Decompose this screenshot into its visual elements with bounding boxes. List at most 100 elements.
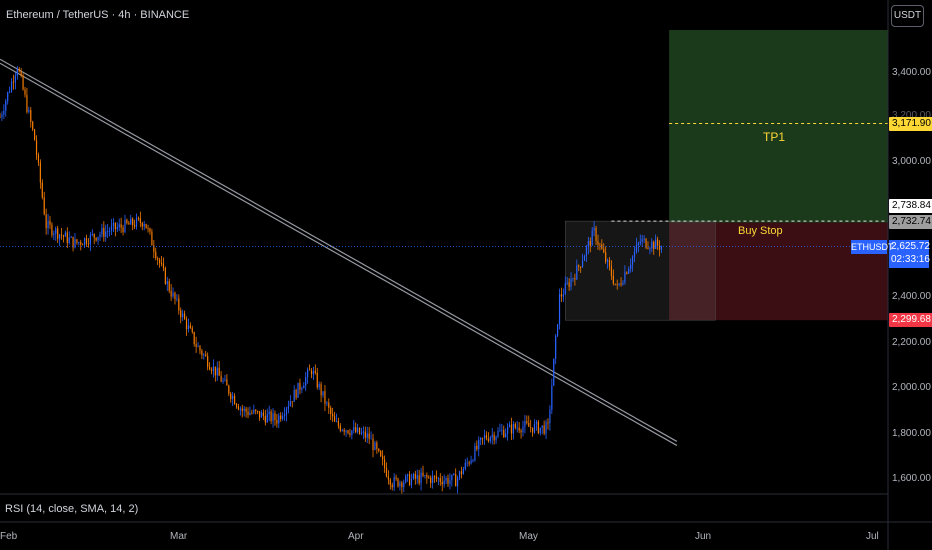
candle-body [178, 298, 180, 311]
candle-body [201, 350, 203, 356]
candle-body [237, 406, 240, 410]
candle-body [324, 391, 326, 404]
candle-body [568, 282, 570, 287]
candle-body [345, 430, 347, 432]
price-tick-1600: 1,600.00 [892, 473, 931, 484]
candle-body [656, 239, 659, 246]
rsi-indicator-label[interactable]: RSI (14, close, SMA, 14, 2) [5, 503, 139, 515]
candle-body [160, 263, 163, 264]
candle-body [339, 425, 341, 431]
candle-body [358, 427, 361, 434]
candle-body [432, 476, 434, 484]
candle-body [226, 379, 228, 386]
price-tick-2200: 2,200.00 [892, 337, 931, 348]
candle-body [412, 473, 414, 479]
candle-body [228, 385, 230, 394]
candle-body [651, 241, 653, 249]
candle-body [395, 477, 397, 479]
candle-body [78, 242, 80, 243]
candle-body [556, 324, 559, 336]
candle-body [420, 472, 422, 484]
candle-body [595, 227, 597, 242]
currency-button[interactable]: USDT [891, 5, 924, 27]
candle-body [180, 310, 182, 318]
candle-body [112, 222, 115, 226]
candle-body [0, 117, 1, 118]
candle-body [66, 232, 68, 243]
candle-body [580, 266, 582, 268]
candle-body [62, 235, 65, 237]
candle-body [583, 255, 586, 261]
candle-body [503, 430, 505, 437]
candle-body [82, 244, 84, 246]
candle-body [635, 244, 638, 252]
candle-body [316, 372, 318, 388]
candle-body [291, 401, 293, 403]
candle-body [466, 462, 468, 464]
candle-body [253, 409, 255, 413]
candle-body [270, 411, 272, 422]
trendline-lower[interactable] [0, 62, 678, 446]
candle-body [218, 367, 220, 376]
candle-body [272, 413, 274, 422]
candle-body [310, 370, 313, 375]
candle-body [543, 425, 545, 434]
candle-body [320, 384, 322, 396]
candle-body [616, 284, 618, 285]
date-tick-feb: Feb [0, 531, 18, 542]
candle-body [399, 482, 401, 487]
candle-body [366, 433, 368, 438]
candle-body [230, 393, 232, 399]
candle-body [462, 468, 464, 475]
candle-body [630, 264, 632, 269]
candle-body [505, 433, 507, 437]
candle-body [330, 407, 332, 415]
symbol-tag: ETHUSDT [851, 240, 894, 254]
candle-body [251, 412, 253, 414]
date-tick-mar: Mar [170, 531, 188, 542]
candle-body [266, 414, 268, 423]
candle-body [549, 409, 551, 424]
candle-body [101, 227, 103, 235]
candle-body [507, 426, 509, 434]
trendline-upper[interactable] [0, 58, 678, 442]
candle-body [151, 231, 153, 246]
candle-body [220, 375, 222, 382]
candle-body [558, 294, 561, 325]
candle-body [643, 238, 645, 240]
candle-body [401, 482, 403, 488]
candle-body [622, 282, 624, 285]
candle-body [578, 265, 580, 267]
candle-body [76, 239, 78, 243]
stop-loss-zone[interactable] [669, 222, 888, 321]
candle-body [189, 325, 191, 329]
candle-body [426, 475, 428, 478]
profit-zone[interactable] [669, 30, 888, 223]
candle-body [55, 228, 57, 234]
date-tick-apr: Apr [348, 531, 364, 542]
candle-body [51, 224, 53, 235]
candle-body [564, 283, 566, 295]
candle-body [222, 380, 224, 382]
candle-body [382, 456, 384, 460]
candle-body [35, 140, 38, 156]
candle-body [199, 346, 201, 351]
candle-body [39, 162, 41, 183]
date-tick-may: May [519, 531, 538, 542]
candle-body [441, 481, 443, 485]
candle-body [476, 445, 478, 450]
candle-body [258, 411, 261, 418]
candle-body [474, 445, 476, 461]
candle-body [422, 472, 424, 476]
candle-body [241, 408, 243, 411]
candle-body [99, 234, 101, 237]
candle-body [587, 241, 589, 247]
candle-body [124, 219, 126, 232]
last-price-tag: 2,625.72 02:33:16 [889, 240, 930, 268]
candle-body [408, 474, 411, 486]
candle-body [489, 437, 491, 442]
candle-body [208, 366, 211, 370]
candle-body [603, 248, 605, 253]
candle-body [197, 346, 199, 347]
